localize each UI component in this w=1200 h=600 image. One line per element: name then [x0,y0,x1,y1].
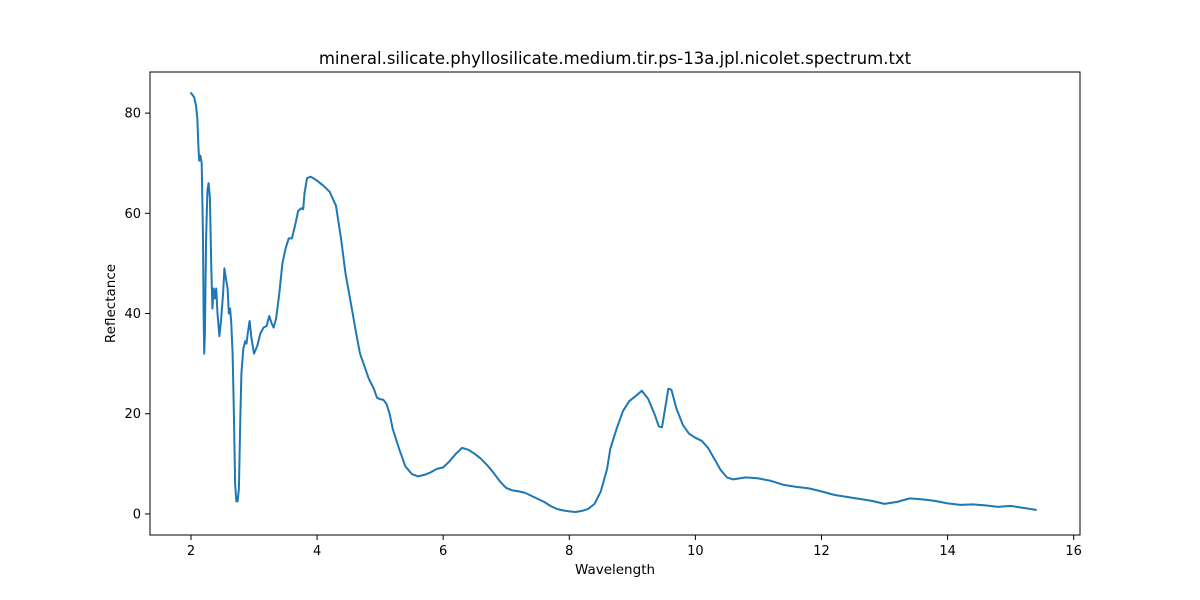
series-line-spectrum [190,92,1037,513]
x-tick-label: 10 [687,544,704,559]
y-axis-ticks: 0 20 40 60 80 [124,107,150,522]
x-tick-label: 2 [187,544,195,559]
x-tick-label: 12 [813,544,830,559]
x-tick-label: 16 [1065,544,1082,559]
y-tick-label: 0 [133,507,141,522]
y-axis-label: Reflectance [103,264,119,343]
x-tick-label: 8 [565,544,573,559]
y-tick-label: 60 [124,207,141,222]
x-tick-label: 4 [313,544,321,559]
x-axis-label: Wavelength [575,562,655,578]
y-tick-label: 40 [124,307,141,322]
y-tick-label: 80 [124,107,141,122]
y-tick-label: 20 [124,407,141,422]
x-axis-ticks: 2 4 6 8 10 12 14 16 [187,535,1082,559]
x-tick-label: 14 [939,544,956,559]
chart-title: mineral.silicate.phyllosilicate.medium.t… [319,49,912,68]
x-tick-label: 6 [439,544,447,559]
plot-frame [149,71,1081,536]
